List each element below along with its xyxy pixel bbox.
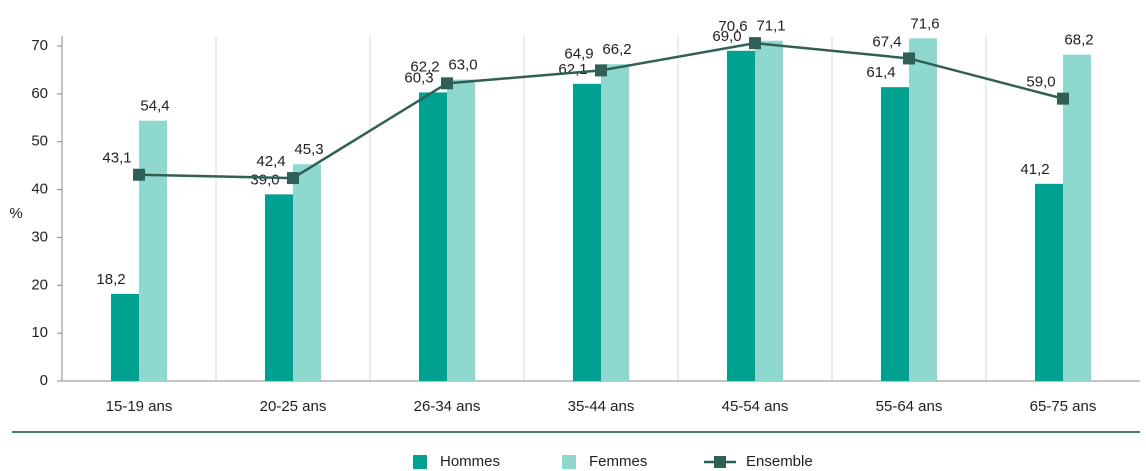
bar [419, 92, 447, 382]
value-label: 71,6 [910, 15, 939, 32]
bar [601, 64, 629, 381]
y-tick-label: 70 [31, 37, 48, 54]
bar [1035, 183, 1063, 381]
value-label: 61,4 [866, 64, 895, 81]
marker [287, 172, 299, 185]
bar [447, 79, 475, 381]
marker [749, 37, 761, 50]
legend-swatch [413, 455, 427, 469]
bar [573, 83, 601, 382]
bar [909, 38, 937, 381]
bar [265, 194, 293, 381]
bar [111, 293, 139, 381]
y-tick-label: 20 [31, 276, 48, 293]
legend-swatch [714, 456, 726, 468]
x-tick-label: 15-19 ans [106, 398, 173, 415]
marker [441, 77, 453, 90]
value-label: 59,0 [1026, 74, 1055, 91]
bar [1063, 54, 1091, 381]
value-label: 71,1 [756, 18, 785, 35]
legend-label: Ensemble [746, 453, 813, 470]
marker [595, 64, 607, 77]
value-label: 63,0 [448, 56, 477, 73]
y-tick-label: 30 [31, 228, 48, 245]
bar [293, 164, 321, 381]
value-label: 67,4 [872, 33, 901, 50]
y-tick-label: 60 [31, 85, 48, 102]
value-label: 43,1 [102, 150, 131, 167]
marker [1057, 92, 1069, 105]
value-label: 64,9 [564, 45, 593, 62]
value-label: 70,6 [718, 18, 747, 35]
value-label: 39,0 [250, 171, 279, 188]
y-tick-label: 0 [40, 372, 48, 389]
x-tick-label: 26-34 ans [414, 398, 481, 415]
legend-swatch [562, 455, 576, 469]
legend-label: Hommes [440, 453, 500, 470]
value-label: 45,3 [294, 141, 323, 158]
value-label: 41,2 [1020, 161, 1049, 178]
value-label: 18,2 [96, 271, 125, 288]
value-label: 62,1 [558, 61, 587, 78]
value-label: 62,2 [410, 58, 439, 75]
value-label: 69,0 [712, 28, 741, 45]
x-tick-label: 45-54 ans [722, 398, 789, 415]
value-label: 68,2 [1064, 32, 1093, 49]
legend-label: Femmes [589, 453, 647, 470]
value-label: 66,2 [602, 41, 631, 58]
value-label: 54,4 [140, 98, 169, 115]
bar [755, 40, 783, 381]
value-label: 60,3 [404, 69, 433, 86]
y-axis-label: % [9, 205, 22, 222]
x-tick-label: 65-75 ans [1030, 398, 1097, 415]
x-tick-label: 35-44 ans [568, 398, 635, 415]
y-tick-label: 50 [31, 133, 48, 150]
bar [881, 87, 909, 382]
x-tick-label: 55-64 ans [876, 398, 943, 415]
value-label: 42,4 [256, 153, 285, 170]
bar [727, 50, 755, 382]
bar [139, 120, 167, 382]
marker [133, 168, 145, 181]
y-tick-label: 10 [31, 324, 48, 341]
x-tick-label: 20-25 ans [260, 398, 327, 415]
marker [903, 52, 915, 65]
y-tick-label: 40 [31, 181, 48, 198]
